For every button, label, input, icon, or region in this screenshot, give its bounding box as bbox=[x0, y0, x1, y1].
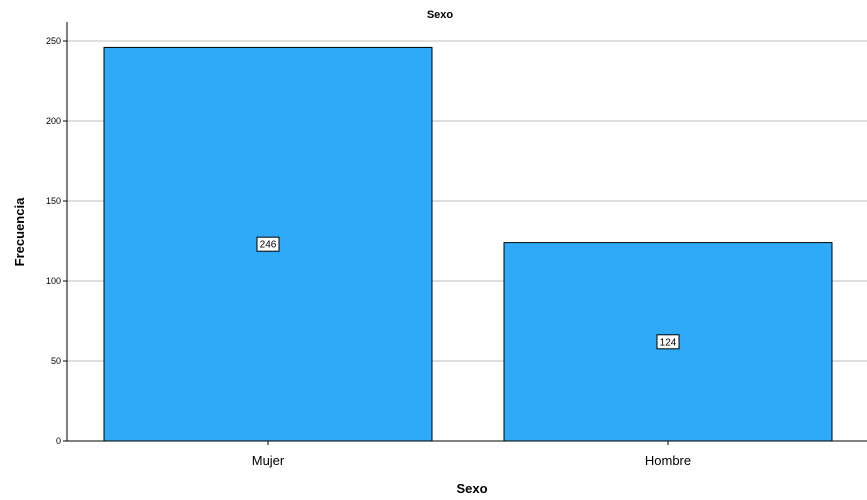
y-tick-label-4: 200 bbox=[46, 116, 61, 126]
y-tick-label-1: 50 bbox=[51, 356, 61, 366]
data-labels: 246 124 bbox=[256, 236, 680, 350]
bars bbox=[103, 46, 833, 442]
y-tick-label-3: 150 bbox=[46, 196, 61, 206]
data-label-box-1 bbox=[656, 334, 680, 350]
data-label-0: 246 bbox=[260, 240, 277, 251]
x-tick-labels: Mujer Hombre bbox=[252, 441, 691, 468]
chart-title: Sexo bbox=[427, 9, 454, 21]
y-tick-label-0: 0 bbox=[56, 436, 61, 446]
y-tick-label-2: 100 bbox=[46, 276, 61, 286]
y-axis-title: Frecuencia bbox=[12, 197, 27, 266]
x-tick-label-mujer: Mujer bbox=[252, 453, 285, 468]
data-label-box-0 bbox=[256, 236, 280, 252]
y-tick-label-5: 250 bbox=[46, 36, 61, 46]
axes bbox=[66, 22, 867, 442]
data-label-1: 124 bbox=[660, 337, 677, 348]
x-axis-title: Sexo bbox=[456, 481, 487, 496]
x-tick-label-hombre: Hombre bbox=[645, 453, 691, 468]
y-tick-labels: 0 50 100 150 200 250 bbox=[46, 36, 61, 446]
